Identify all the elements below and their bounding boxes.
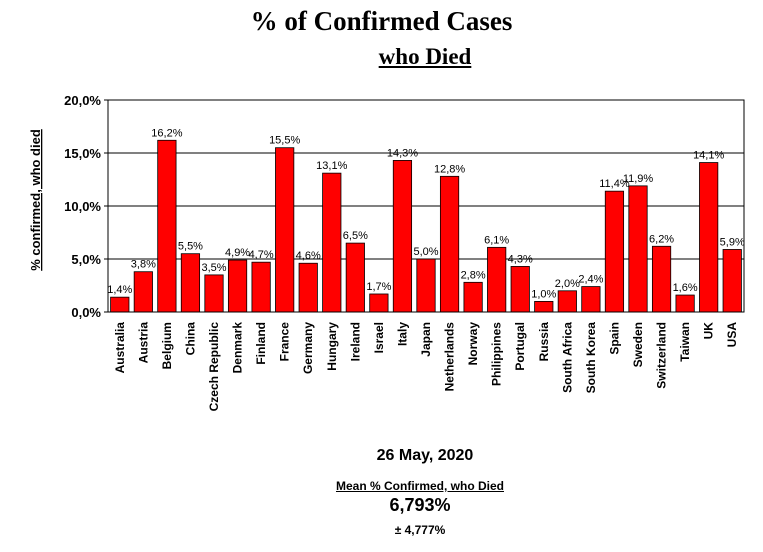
value-label: 6,5%	[343, 230, 368, 242]
x-tick-label: Hungary	[325, 322, 339, 371]
value-label: 11,4%	[599, 178, 630, 190]
value-label: 14,1%	[693, 150, 724, 162]
value-label: 15,5%	[269, 135, 300, 147]
bar	[557, 290, 577, 313]
bar	[675, 294, 695, 313]
value-label: 14,3%	[387, 147, 418, 159]
value-label: 4,9%	[225, 247, 250, 259]
value-labels: 1,4% 3,8% 16,2% 5,5% 3,5% 4,9%4,7% 15,5% 4,6% 13…	[107, 127, 745, 300]
x-tick-label: Japan	[419, 322, 433, 357]
bar	[699, 162, 719, 313]
x-tick-label: South Korea	[584, 322, 598, 394]
bar	[604, 190, 625, 313]
value-label: 2,8%	[461, 269, 486, 281]
y-tick-label: 15,0%	[64, 146, 101, 161]
x-tick-label: Russia	[537, 322, 551, 362]
value-label: 5,5%	[178, 241, 203, 253]
x-tick-label: France	[278, 322, 292, 362]
bar	[628, 185, 648, 313]
bar	[275, 147, 295, 313]
bar	[439, 175, 460, 313]
x-tick-label: Spain	[607, 322, 621, 355]
bar	[110, 296, 130, 313]
x-tick-label: USA	[725, 322, 739, 348]
x-tick-label: Switzerland	[655, 322, 669, 389]
value-label: 1,7%	[366, 281, 391, 293]
x-tick-label: Belgium	[160, 322, 174, 369]
x-tick-label: Portugal	[513, 322, 527, 371]
y-axis-label: % confirmed, who died	[28, 129, 43, 271]
bar	[251, 261, 271, 313]
x-tick-label: South Africa	[560, 322, 574, 393]
chart-subtitle: who Died	[378, 44, 472, 69]
value-label: 6,1%	[484, 234, 509, 246]
value-label: 6,2%	[649, 233, 674, 245]
x-tick-label: Sweden	[631, 322, 645, 367]
bar	[416, 258, 436, 313]
mean-sd: ± 4,777%	[394, 523, 446, 537]
x-axis-labels: Australia Austria Belgium China Czech Republ…	[113, 322, 739, 412]
value-label: 5,9%	[720, 236, 745, 248]
bar-chart: 0,0% 5,0% 10,0% 15,0% 20,0% Australia Austria…	[28, 93, 745, 412]
value-label: 11,9%	[623, 173, 654, 185]
date-label: 26 May, 2020	[376, 447, 474, 464]
bar	[133, 271, 153, 313]
x-tick-label: Australia	[113, 322, 127, 374]
bar	[369, 293, 389, 313]
bar	[392, 160, 413, 313]
y-tick-label: 10,0%	[64, 199, 101, 214]
y-tick-label: 0,0%	[71, 305, 101, 320]
value-label: 4,7%	[249, 249, 274, 261]
value-label: 4,6%	[296, 250, 321, 262]
x-tick-label: UK	[702, 322, 716, 340]
bar	[298, 262, 318, 313]
bar	[157, 139, 177, 313]
bar	[534, 300, 554, 313]
x-tick-label: Norway	[466, 322, 480, 366]
value-label: 3,8%	[131, 259, 156, 271]
x-tick-label: Czech Republic	[207, 322, 221, 412]
value-label: 12,8%	[434, 163, 465, 175]
x-tick-label: Israel	[372, 322, 386, 353]
value-label: 1,4%	[107, 284, 132, 296]
bar	[581, 286, 601, 313]
mean-value: 6,793%	[389, 495, 451, 515]
y-axis-ticks: 0,0% 5,0% 10,0% 15,0% 20,0%	[64, 93, 108, 320]
bar	[463, 281, 483, 313]
x-tick-label: Taiwan	[678, 322, 692, 362]
value-label: 4,3%	[508, 253, 533, 265]
mean-label: Mean % Confirmed, who Died	[335, 479, 504, 493]
value-label: 5,0%	[413, 246, 438, 258]
bar	[722, 249, 742, 313]
value-label: 2,0%	[555, 278, 580, 290]
bar	[322, 172, 342, 313]
value-label: 16,2%	[151, 127, 182, 139]
x-tick-label: Philippines	[490, 322, 504, 386]
x-tick-label: Austria	[136, 322, 150, 364]
x-tick-label: Italy	[395, 322, 409, 346]
x-tick-label: Netherlands	[443, 322, 457, 392]
bar	[487, 246, 507, 313]
y-tick-label: 20,0%	[64, 93, 101, 108]
x-tick-label: Finland	[254, 322, 268, 365]
value-label: 1,0%	[531, 288, 556, 300]
x-tick-label: Germany	[301, 322, 315, 374]
value-label: 3,5%	[201, 262, 226, 274]
bar	[510, 266, 530, 313]
bars	[110, 139, 742, 313]
bar	[345, 242, 365, 313]
x-tick-label: China	[183, 322, 197, 356]
x-tick-label: Denmark	[231, 322, 245, 374]
value-label: 2,4%	[578, 274, 603, 286]
bar	[227, 259, 248, 313]
bar	[204, 274, 224, 313]
bar	[180, 253, 201, 313]
value-label: 13,1%	[316, 160, 347, 172]
y-tick-label: 5,0%	[71, 252, 101, 267]
value-label: 1,6%	[673, 282, 698, 294]
bar	[651, 245, 672, 313]
x-tick-label: Ireland	[348, 322, 362, 361]
chart-title: % of Confirmed Cases	[250, 6, 513, 36]
